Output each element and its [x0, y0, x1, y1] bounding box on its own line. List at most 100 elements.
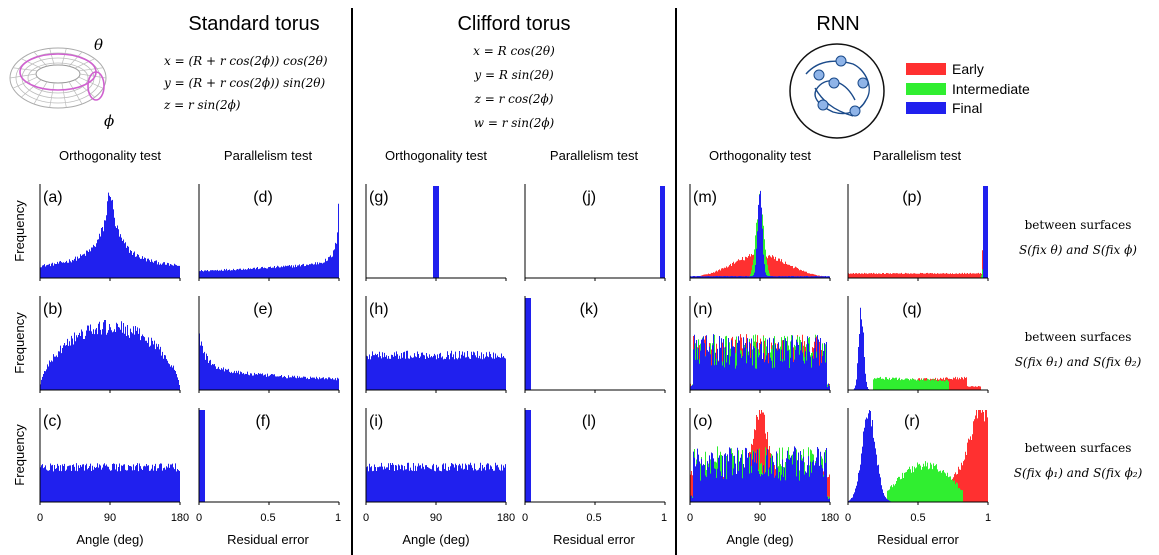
- histogram-series-intermediate: [848, 204, 988, 278]
- equation-standard: x = (R + r cos(2ϕ)) cos(2θ): [164, 54, 328, 68]
- x-tick-label: 180: [171, 512, 189, 524]
- equation-standard: y = (R + r cos(2ϕ)) sin(2θ): [163, 76, 325, 90]
- column-header: Parallelism test: [224, 148, 313, 163]
- panel-label-e: (e): [253, 301, 273, 318]
- torus-diagram: [9, 47, 107, 109]
- x-tick-label: 0: [196, 512, 202, 524]
- section-title-standard: Standard torus: [188, 13, 319, 35]
- x-tick-label: 0: [522, 512, 528, 524]
- x-tick-label: 0: [687, 512, 693, 524]
- histogram-series-final: [199, 333, 339, 390]
- x-tick-label: 1: [661, 512, 667, 524]
- row-annotation: S(fix θ) and S(fix ϕ): [1019, 243, 1137, 257]
- histogram-panel-h: (h): [365, 296, 507, 393]
- x-axis-label: Residual error: [553, 532, 635, 547]
- column-header: Orthogonality test: [709, 148, 811, 163]
- histogram-panel-l: (l): [524, 408, 666, 505]
- legend: Early Intermediate Final: [906, 61, 1030, 116]
- x-tick-label: 1: [335, 512, 341, 524]
- histogram-series-final: [366, 462, 506, 502]
- histogram-series-intermediate: [848, 461, 988, 502]
- histogram-panel-k: (k): [524, 296, 666, 393]
- x-tick-label: 180: [497, 512, 515, 524]
- row-ylabel: Frequency: [12, 200, 27, 262]
- x-tick-label: 90: [754, 512, 766, 524]
- x-tick-label: 0: [845, 512, 851, 524]
- x-axis-label: Angle (deg): [76, 532, 143, 547]
- panel-label-j: (j): [582, 189, 596, 206]
- row-annotation: S(fix θ₁) and S(fix θ₂): [1015, 355, 1142, 369]
- x-tick-label: 90: [430, 512, 442, 524]
- histogram-panel-r: (r): [847, 408, 989, 505]
- histogram-panel-b: (b): [39, 296, 181, 393]
- histogram-series-early: [848, 247, 988, 278]
- panel-label-n: (n): [693, 301, 713, 318]
- x-tick-label: 0: [363, 512, 369, 524]
- panel-label-b: (b): [43, 301, 63, 318]
- equation-clifford: w = r sin(2ϕ): [474, 116, 555, 130]
- row-annotation: between surfaces: [1025, 330, 1132, 344]
- panel-label-p: (p): [902, 189, 922, 206]
- x-tick-label: 0: [37, 512, 43, 524]
- theta-label: θ: [94, 36, 103, 54]
- panel-label-m: (m): [693, 189, 717, 206]
- histogram-series-final: [848, 307, 988, 390]
- row-ylabel: Frequency: [12, 424, 27, 486]
- rnn-network-icon: [789, 43, 885, 139]
- legend-swatch-intermediate: [906, 83, 946, 95]
- legend-swatch-final: [906, 102, 946, 114]
- row-ylabel: Frequency: [12, 312, 27, 374]
- histogram-series-final: [40, 192, 180, 278]
- x-axis-label: Angle (deg): [402, 532, 469, 547]
- equation-standard: z = r sin(2ϕ): [163, 98, 241, 112]
- row-annotation: between surfaces: [1025, 218, 1132, 232]
- section-title-rnn: RNN: [816, 13, 859, 35]
- histogram-panel-o: (o): [689, 408, 831, 505]
- panel-label-i: (i): [369, 413, 383, 430]
- histogram-series-final: [40, 463, 180, 502]
- histogram-panel-d: (d): [198, 184, 340, 281]
- x-axis-label: Angle (deg): [726, 532, 793, 547]
- panel-label-c: (c): [43, 413, 62, 430]
- column-header: Parallelism test: [550, 148, 639, 163]
- panel-label-q: (q): [902, 301, 922, 318]
- histogram-panel-g: (g): [365, 184, 507, 281]
- histogram-series-final: [690, 446, 830, 502]
- column-header: Orthogonality test: [59, 148, 161, 163]
- panel-label-f: (f): [255, 413, 270, 430]
- row-annotation: S(fix ϕ₁) and S(fix ϕ₂): [1014, 466, 1143, 480]
- histogram-series-early: [848, 410, 988, 502]
- x-tick-label: 0.5: [260, 512, 275, 524]
- panel-label-a: (a): [43, 189, 63, 206]
- panel-label-h: (h): [369, 301, 389, 318]
- x-tick-label: 0.5: [586, 512, 601, 524]
- histogram-series-intermediate: [848, 376, 988, 390]
- histogram-panel-j: (j): [524, 184, 666, 281]
- section-title-clifford: Clifford torus: [457, 13, 570, 35]
- histogram-series-final: [848, 410, 988, 502]
- x-axis-label: Residual error: [877, 532, 959, 547]
- histogram-panel-n: (n): [689, 296, 831, 393]
- x-tick-label: 0.5: [910, 512, 925, 524]
- x-tick-label: 90: [104, 512, 116, 524]
- panel-label-o: (o): [693, 413, 713, 430]
- x-axis-label: Residual error: [227, 532, 309, 547]
- histogram-panel-i: (i): [365, 408, 507, 505]
- panel-label-g: (g): [369, 189, 389, 206]
- x-tick-label: 180: [821, 512, 839, 524]
- equation-clifford: y = R sin(2θ): [473, 68, 554, 82]
- phi-label: ϕ: [104, 112, 114, 130]
- histogram-panel-e: (e): [198, 296, 340, 393]
- histogram-series-final: [366, 186, 506, 278]
- panel-label-r: (r): [904, 413, 920, 430]
- equation-clifford: x = R cos(2θ): [473, 44, 555, 58]
- panel-label-d: (d): [253, 189, 273, 206]
- histogram-panel-c: (c): [39, 408, 181, 505]
- legend-label-early: Early: [952, 61, 984, 77]
- histogram-series-final: [40, 320, 180, 390]
- panel-label-l: (l): [582, 413, 596, 430]
- legend-swatch-early: [906, 63, 946, 75]
- column-header: Orthogonality test: [385, 148, 487, 163]
- histogram-panel-a: (a): [39, 184, 181, 281]
- histogram-panel-f: (f): [198, 408, 340, 505]
